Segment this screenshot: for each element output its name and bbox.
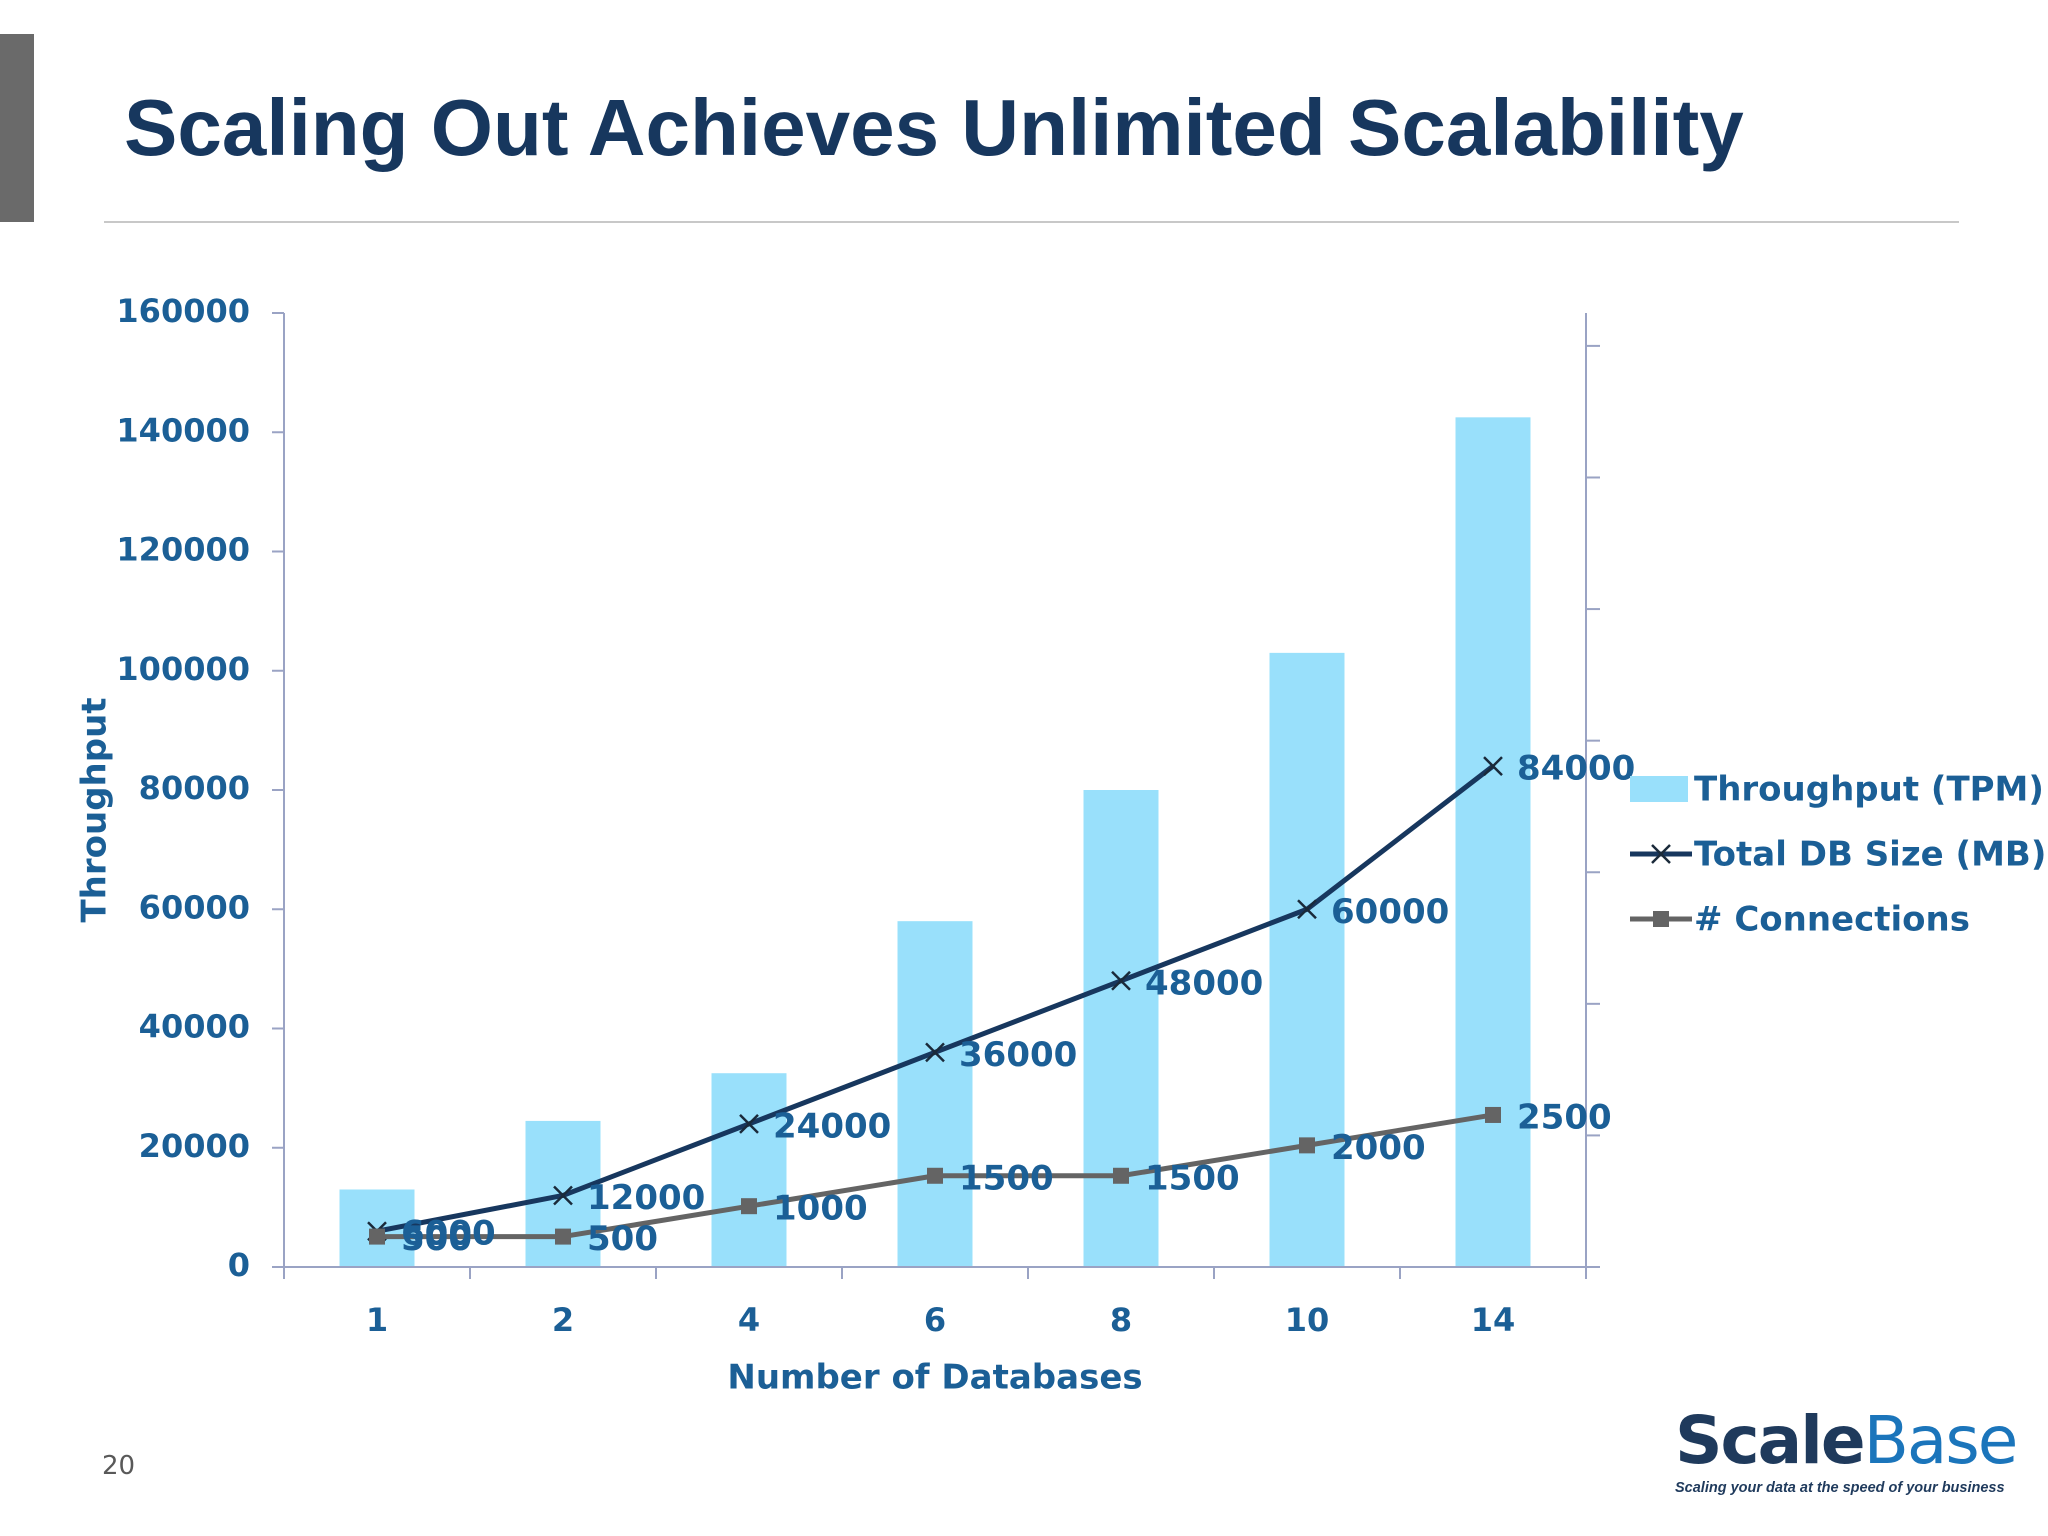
db-size-marker-stroke-b [553,1185,573,1206]
bar-4 [711,1073,787,1267]
bar-14 [1455,417,1531,1267]
legend-entry-1: Throughput (TPM) [1630,770,2044,810]
connections-marker [741,1198,757,1215]
y-tick-label: 80000 [139,769,250,807]
bar-6 [897,921,973,1267]
y-axis-title: Throughput [75,697,115,922]
connections-data-label: 2000 [1331,1128,1426,1168]
db-size-marker [739,1114,759,1134]
db-size-data-label: 48000 [1145,963,1263,1003]
db-size-marker [925,1042,945,1063]
x-tick-label: 10 [1285,1301,1330,1339]
legend-label: # Connections [1694,900,1970,940]
x-tick-label: 2 [552,1301,574,1339]
db-size-marker [1297,899,1317,920]
slide-number: 20 [102,1451,136,1481]
x-tick-label: 1 [366,1301,388,1339]
connections-marker [555,1228,571,1245]
connections-data-label: 2500 [1517,1097,1612,1137]
legend-swatch-throughput [1630,776,1688,802]
db-size-data-label: 60000 [1331,892,1449,932]
logo-word-scale: Scale [1675,1402,1866,1479]
connections-data-label: 1000 [773,1189,868,1229]
db-size-data-label: 24000 [773,1106,891,1146]
slide-title: Scaling Out Achieves Unlimited Scalabili… [124,83,1744,172]
scalebase-logo: ScaleBase Scaling your data at the speed… [1675,1408,2018,1497]
slide-accent-bar [0,34,34,222]
connections-marker [1113,1167,1129,1184]
y-tick-label: 100000 [116,650,250,688]
db-size-data-label: 84000 [1517,749,1635,789]
db-size-marker-stroke-b [925,1042,945,1063]
x-axis-title: Number of Databases [727,1358,1142,1398]
connections-marker [1299,1137,1315,1154]
y-tick-label: 160000 [116,292,250,330]
bar-10 [1269,652,1345,1267]
x-tick-label: 4 [738,1301,760,1339]
connections-data-label: 1500 [959,1158,1054,1198]
lines-layer [367,756,1503,1245]
legend-marker-db-size [1651,844,1671,864]
x-tick-label: 6 [924,1301,946,1339]
db-size-marker [1483,756,1503,777]
legend-label: Total DB Size (MB) [1694,835,2046,875]
axes-layer [272,312,1600,1279]
legend: Throughput (TPM) Total DB Size (MB) # Conn… [1630,770,2046,940]
connections-data-label: 500 [587,1219,658,1259]
y-tick-label: 140000 [116,411,250,449]
y-tick-label: 60000 [139,888,250,926]
legend-marker-db-size-stroke-b [1651,844,1671,864]
connections-data-label: 1500 [1145,1158,1240,1198]
legend-entry-2: Total DB Size (MB) [1630,835,2046,875]
legend-label: Throughput (TPM) [1694,770,2044,810]
db-size-marker [1111,970,1131,991]
bar-8 [1083,790,1159,1267]
db-size-data-label: 6000 [401,1214,496,1254]
db-size-marker-stroke-b [1111,970,1131,991]
db-size-marker-stroke-b [1483,756,1503,777]
labels-layer: 0 20000 40000 60000 80000 100000 120000 140000 1… [75,292,1636,1398]
title-divider [104,221,1959,223]
logo-word-base: Base [1863,1402,2019,1479]
legend-marker-connections [1653,911,1669,927]
connections-marker [1485,1106,1501,1123]
db-size-marker-stroke-b [1297,899,1317,920]
logo-wordmark: ScaleBase [1675,1408,2018,1474]
y-tick-label: 0 [228,1246,250,1284]
connections-marker [369,1228,385,1245]
logo-tagline: Scaling your data at the speed of your b… [1675,1480,2005,1496]
legend-entry-3: # Connections [1630,900,1970,940]
db-size-data-label: 12000 [587,1178,705,1218]
x-tick-label: 8 [1110,1301,1132,1339]
y-tick-label: 20000 [139,1127,250,1165]
db-size-marker-stroke-b [739,1114,759,1134]
connections-marker [927,1167,943,1184]
x-tick-label: 14 [1471,1301,1516,1339]
connections-data-label: 500 [401,1219,472,1259]
db-size-marker [553,1185,573,1206]
y-tick-label: 40000 [139,1008,250,1046]
db-size-data-label: 36000 [959,1035,1077,1075]
y-tick-label: 120000 [116,531,250,569]
